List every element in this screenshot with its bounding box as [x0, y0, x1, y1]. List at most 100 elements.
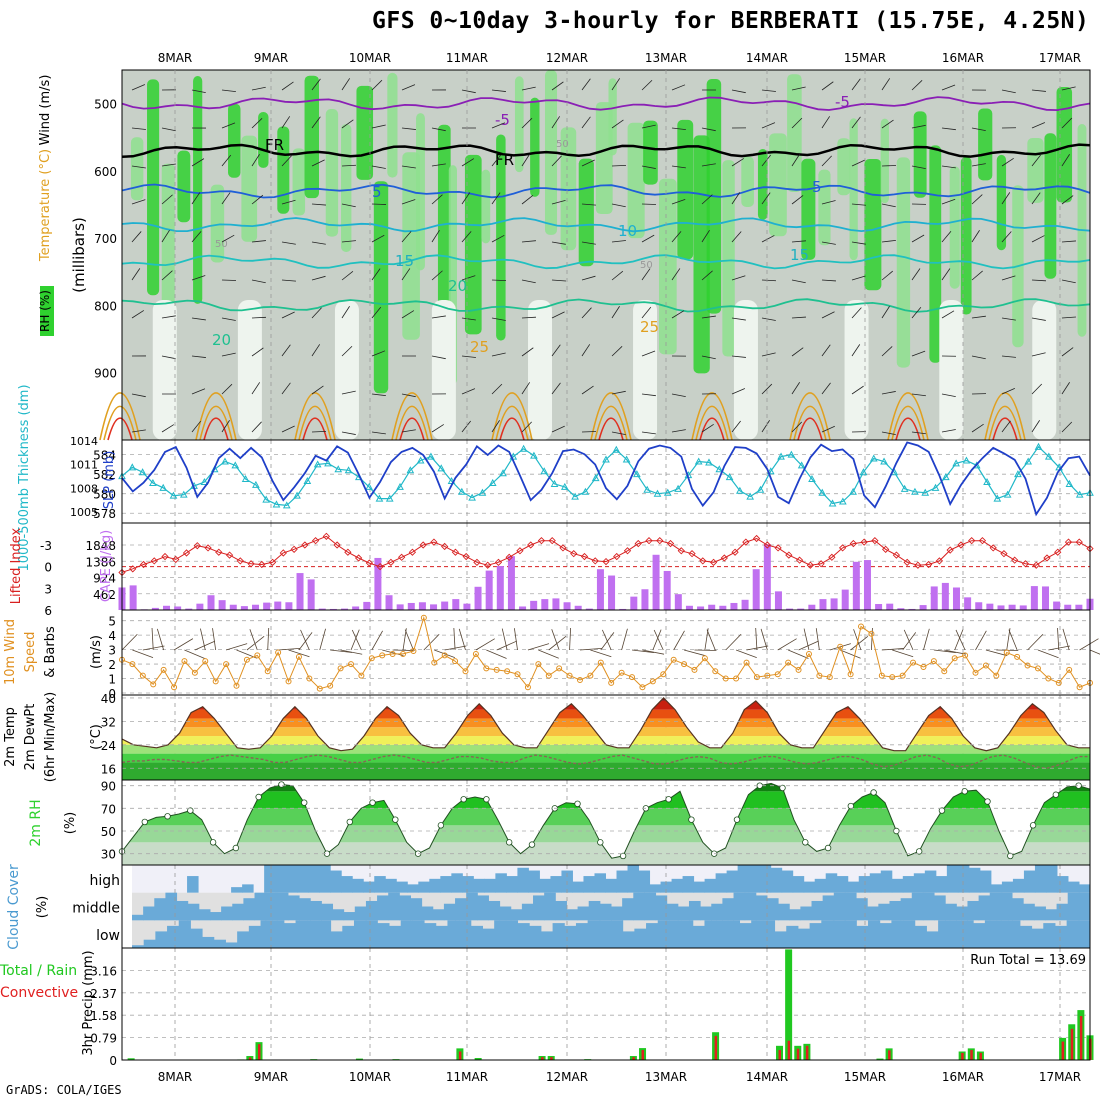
cloud-cover-bar: [505, 920, 519, 948]
lifted-index-point: [892, 551, 901, 559]
cloud-cover-bar: [814, 878, 827, 893]
wind-speed-point: [847, 671, 854, 678]
cloud-cover-bar: [669, 920, 682, 948]
lifted-index-point: [247, 560, 255, 568]
cloud-cover-bar: [957, 865, 970, 893]
wind-barb: [161, 270, 173, 281]
thickness-point: [149, 478, 157, 486]
rh-point: [665, 796, 672, 803]
pressure-tick: 900: [94, 367, 117, 381]
wind-barb: [821, 279, 836, 282]
cloud-cover-bar: [644, 892, 657, 921]
precip-convective-bar: [1070, 1028, 1074, 1060]
rh-band: [122, 825, 1090, 843]
panel-frame: [121, 947, 1091, 1061]
cape-bar: [697, 606, 705, 610]
rh-shade: [769, 133, 787, 237]
thickness-point: [911, 487, 919, 495]
precip-convective-bar: [805, 1045, 809, 1060]
wind-barb: [131, 268, 141, 281]
wind-speed-point: [712, 668, 719, 675]
wind-barb: [941, 429, 956, 433]
surface-wind-barb: [423, 633, 440, 651]
wind-speed-point: [951, 655, 958, 662]
cloud-cover-bar: [858, 876, 871, 893]
surface-wind-barb: [975, 630, 987, 651]
wind-speed-point: [774, 671, 781, 678]
wind-barb: [731, 420, 741, 433]
lifted-index-point: [548, 537, 556, 545]
wind-barb: [521, 86, 536, 91]
wind-barb: [221, 192, 231, 205]
wind-barb: [611, 431, 626, 435]
cloud-cover-bar: [341, 876, 353, 893]
cloud-cover-bar: [432, 909, 445, 921]
lifted-index-point: [473, 558, 481, 566]
cloud-cover-bar: [566, 909, 579, 921]
cape-bar: [619, 608, 627, 610]
wind-barb: [371, 234, 385, 243]
precip-convective-bar: [796, 1048, 800, 1060]
cloud-cover-bar: [352, 878, 364, 893]
wind-barb: [1001, 89, 1016, 94]
panel-frame: [121, 609, 1091, 696]
cloud-cover-bar: [692, 925, 705, 948]
wind-barb: [671, 165, 686, 169]
wind-speed-tick: 0: [108, 687, 116, 701]
lifted-index-point: [828, 553, 836, 561]
cape-bar: [196, 603, 204, 610]
cape-bar: [585, 608, 593, 610]
wind-speed-tick: 1: [108, 673, 116, 687]
thickness-point: [818, 488, 827, 496]
cloud-cover-bar: [400, 920, 413, 948]
wind-barb: [701, 423, 714, 433]
thickness-tick: 578: [93, 507, 116, 521]
wind-barb: [551, 382, 561, 395]
cloud-cover-bar: [759, 865, 772, 893]
cloud-cover-bar: [299, 898, 311, 921]
cloud-cover-bar: [225, 942, 238, 948]
thickness-point: [138, 468, 147, 476]
wind-speed-point: [295, 653, 302, 660]
wind-barb: [131, 231, 142, 243]
wind-barb: [281, 81, 294, 91]
wind-barb: [521, 194, 534, 205]
surface-wind-barb: [1037, 649, 1059, 659]
cloud-cover-bar: [1043, 923, 1056, 948]
surface-wind-barb: [458, 628, 466, 651]
surface-wind-barb: [404, 629, 414, 651]
wind-speed-point: [722, 675, 729, 682]
wind-barb: [401, 127, 416, 130]
isotherm-line: [121, 183, 1091, 199]
warm-isotherm: [793, 405, 827, 441]
thickness-point: [787, 450, 796, 458]
wind-barb: [431, 270, 443, 281]
rh-shade: [147, 79, 160, 296]
cape-bar: [574, 605, 582, 610]
surface-wind-barb: [330, 649, 353, 653]
wind-speed-point: [629, 674, 636, 681]
rh-shade: [161, 163, 175, 336]
cloud-cover-bar: [682, 876, 695, 893]
cape-bar: [329, 608, 337, 610]
wind-barb: [221, 317, 236, 321]
lifted-index-point: [699, 557, 707, 565]
cloud-cover-bar: [470, 925, 483, 948]
contour-label: 15: [395, 252, 414, 270]
rh-shade: [464, 154, 482, 335]
cloud-cover-bar: [462, 876, 474, 893]
surface-wind-barb: [1062, 628, 1070, 651]
lifted-index-tick: -3: [40, 539, 52, 553]
wind-barb: [971, 194, 983, 205]
surface-wind-barb: [755, 628, 758, 651]
surface-wind-barb: [267, 628, 270, 651]
cloud-cover-bar: [321, 903, 334, 921]
lifted-index-point: [1032, 561, 1040, 569]
cloud-cover-bar: [389, 925, 402, 948]
wind-speed-point: [420, 614, 427, 621]
wind-barb: [851, 116, 861, 129]
surface-wind-barb: [673, 630, 685, 651]
warm-isotherm: [988, 405, 1022, 441]
cloud-cover-bar: [748, 865, 761, 893]
surface-wind-barb: [496, 640, 517, 651]
